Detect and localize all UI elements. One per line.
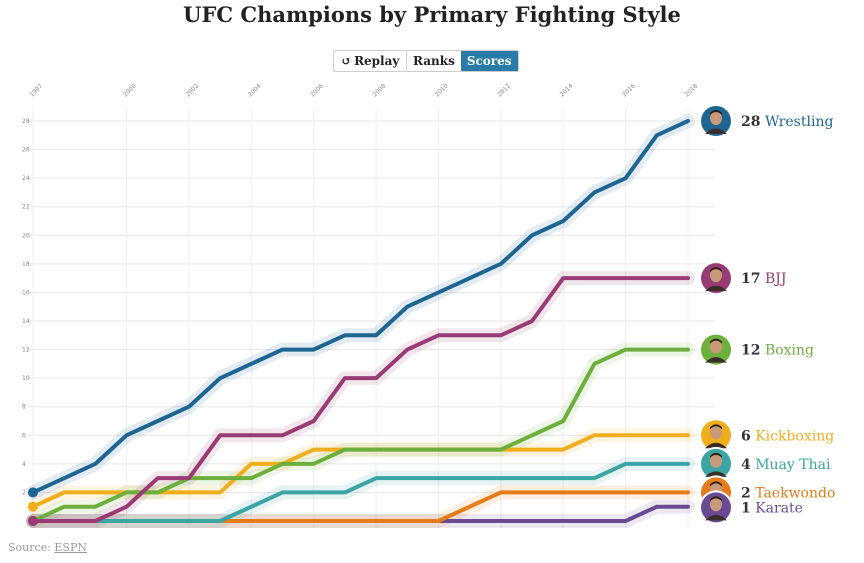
y-tick-label: 12: [22, 347, 30, 354]
series-name: Taekwondo: [755, 485, 835, 501]
series-name: Karate: [755, 500, 803, 516]
y-tick-label: 28: [22, 118, 30, 125]
avatar-bjj[interactable]: [699, 261, 733, 296]
series-final-value: 2: [741, 485, 751, 501]
series-line-bjj[interactable]: [31, 276, 690, 523]
series-name: Kickboxing: [755, 428, 834, 444]
series-final-value: 17: [741, 271, 760, 287]
replay-icon: ↺: [341, 54, 352, 68]
series-end-label: 28 Wrestling: [741, 114, 833, 130]
ranks-button[interactable]: Ranks: [407, 51, 461, 71]
y-tick-label: 14: [22, 318, 30, 325]
y-tick-label: 16: [22, 289, 30, 296]
chart-title: UFC Champions by Primary Fighting Style: [183, 2, 681, 27]
x-tick-label: 2002: [184, 83, 200, 99]
source-prefix: Source:: [8, 541, 51, 554]
y-tick-label: 20: [22, 232, 30, 239]
y-tick-label: 24: [22, 175, 30, 182]
x-tick-label: 2004: [247, 83, 263, 99]
y-tick-label: 22: [22, 204, 30, 211]
series-end-label: 2 Taekwondo: [741, 485, 835, 501]
y-tick-label: 6: [22, 432, 26, 439]
series-end-label: 12 Boxing: [741, 343, 814, 359]
avatar-kickboxing[interactable]: [699, 418, 733, 453]
series-start-point: [28, 501, 38, 512]
series-final-value: 12: [741, 343, 760, 359]
y-tick-label: 18: [22, 261, 30, 268]
x-tick-label: 1997: [28, 83, 44, 99]
source-note: Source: ESPN: [8, 541, 87, 554]
x-tick-label: 2008: [372, 83, 388, 99]
x-axis: 1997 2000 2002 2004 2006 2008 2010 2012 2014 2016…: [28, 83, 699, 99]
series-name: Wrestling: [765, 114, 834, 130]
series-final-value: 1: [741, 500, 751, 516]
y-tick-label: 26: [22, 147, 30, 154]
series-end-label: 4 Muay Thai: [741, 457, 831, 473]
series-start-point: [28, 516, 38, 526]
avatar-wrestling[interactable]: [699, 104, 733, 138]
series-name: BJJ: [765, 271, 787, 287]
series-final-value: 4: [741, 457, 751, 473]
series-end-label: 1 Karate: [741, 500, 803, 516]
y-tick-label: 2: [22, 489, 26, 496]
x-tick-label: 2010: [434, 83, 450, 99]
chart-grid: [28, 108, 715, 528]
avatar-karate[interactable]: [699, 490, 733, 525]
x-tick-label: 2012: [496, 83, 512, 99]
series-final-value: 28: [741, 114, 760, 130]
series-end-label: 6 Kickboxing: [741, 428, 834, 444]
replay-label: Replay: [354, 54, 400, 68]
y-tick-label: 8: [22, 404, 26, 411]
avatar-muay-thai[interactable]: [699, 446, 733, 481]
series-name: Boxing: [765, 343, 814, 359]
series-lines: [28, 119, 690, 526]
series-name: Muay Thai: [755, 457, 831, 473]
series-end-label: 17 BJJ: [741, 271, 786, 287]
source-link[interactable]: ESPN: [54, 541, 87, 554]
mode-toggle: Ranks Scores: [406, 50, 519, 72]
series-line-wrestling[interactable]: [31, 119, 690, 495]
scores-button[interactable]: Scores: [460, 51, 518, 71]
x-tick-label: 2018: [683, 83, 699, 99]
series-final-value: 6: [741, 428, 751, 444]
y-tick-label: 4: [22, 461, 26, 468]
series-start-point: [28, 487, 38, 498]
x-tick-label: 2000: [122, 83, 138, 99]
avatar-boxing[interactable]: [699, 332, 733, 367]
series-line-muay-thai[interactable]: [31, 461, 690, 523]
x-tick-label: 2014: [559, 83, 575, 99]
x-tick-label: 2006: [309, 83, 325, 99]
x-tick-label: 2016: [621, 83, 637, 99]
y-tick-label: 10: [22, 375, 30, 382]
